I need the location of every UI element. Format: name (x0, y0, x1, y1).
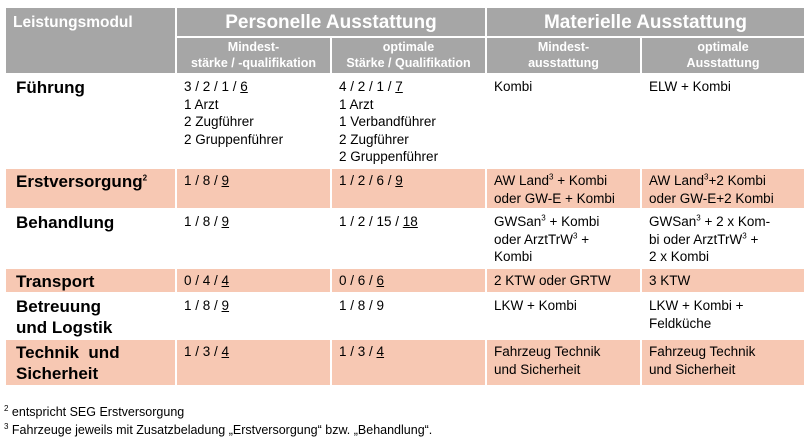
table-row: Transport 0 / 4 / 4 0 / 6 / 6 2 KTW oder… (4, 267, 807, 294)
cell-opt-personnel: 1 / 2 / 6 / 9 (329, 167, 488, 210)
cell-min-personnel: 0 / 4 / 4 (175, 267, 332, 294)
cell-opt-personnel: 1 / 3 / 4 (329, 338, 488, 387)
cell-min-personnel: 1 / 8 / 9 (175, 292, 332, 340)
cell-opt-personnel: 1 / 8 / 9 (329, 292, 488, 340)
cell-opt-material: GWSan3 + 2 x Kom- bi oder ArztTrW3 + 2 x… (640, 208, 807, 269)
cell-opt-material: Fahrzeug Technik und Sicherheit (640, 338, 807, 387)
equipment-table: Leistungsmodul Personelle Ausstattung Ma… (4, 6, 807, 387)
table-row: Betreuung und Logstik 1 / 8 / 9 1 / 8 / 9… (4, 292, 807, 340)
table-row: Technik und Sicherheit 1 / 3 / 4 1 / 3 / … (4, 338, 807, 387)
cell-opt-material: ELW + Kombi (640, 73, 807, 169)
row-label: Führung (4, 73, 177, 169)
footnote-2: 2 entspricht SEG Erstversorgung (4, 403, 185, 419)
cell-min-personnel: 1 / 8 / 9 (175, 167, 332, 210)
table-row: Erstversorgung2 1 / 8 / 9 1 / 2 / 6 / 9 … (4, 167, 807, 210)
cell-min-personnel: 1 / 8 / 9 (175, 208, 332, 269)
subheader-min-personnel: Mindest-stärke / -qualifikation (175, 36, 332, 75)
header-personnel: Personelle Ausstattung (174, 6, 488, 38)
subheader-opt-material: optimale Ausstattung (640, 36, 807, 75)
cell-opt-material: LKW + Kombi + Feldküche (640, 292, 807, 340)
subheader-min-material: Mindest-ausstattung (485, 36, 643, 75)
row-label: Betreuung und Logstik (4, 292, 177, 340)
table-row: Führung 3 / 2 / 1 / 6 1 Arzt 2 Zugführer… (4, 73, 807, 169)
cell-opt-material: AW Land3+2 Kombi oder GW-E+2 Kombi (640, 167, 807, 210)
row-label: Transport (4, 267, 177, 294)
row-label: Technik und Sicherheit (4, 338, 177, 387)
subheader-row: Mindest-stärke / -qualifikation optimale… (5, 36, 807, 75)
cell-min-material: Fahrzeug Technik und Sicherheit (485, 338, 643, 387)
row-label: Erstversorgung2 (4, 167, 177, 210)
subheader-opt-personnel: optimale Stärke / Qualifikation (329, 36, 488, 75)
cell-min-personnel: 3 / 2 / 1 / 6 1 Arzt 2 Zugführer 2 Grupp… (175, 73, 332, 169)
cell-min-material: LKW + Kombi (485, 292, 643, 340)
footnote-3: 3 Fahrzeuge jeweils mit Zusatzbeladung „… (4, 421, 433, 437)
cell-min-material: 2 KTW oder GRTW (485, 267, 643, 294)
cell-min-material: Kombi (485, 73, 643, 169)
cell-opt-personnel: 4 / 2 / 1 / 7 1 Arzt 1 Verbandführer 2 Z… (329, 73, 488, 169)
header-module: Leistungsmodul (4, 6, 177, 75)
header-row: Leistungsmodul Personelle Ausstattung Ma… (4, 6, 807, 75)
cell-min-material: GWSan3 + Kombi oder ArztTrW3 + Kombi (485, 208, 643, 269)
cell-min-personnel: 1 / 3 / 4 (175, 338, 332, 387)
cell-opt-personnel: 0 / 6 / 6 (329, 267, 488, 294)
header-material: Materielle Ausstattung (485, 6, 807, 38)
cell-opt-personnel: 1 / 2 / 15 / 18 (329, 208, 488, 269)
cell-min-material: AW Land3 + Kombi oder GW-E + Kombi (485, 167, 643, 210)
table-row: Behandlung 1 / 8 / 9 1 / 2 / 15 / 18 GWS… (4, 208, 807, 269)
cell-opt-material: 3 KTW (640, 267, 807, 294)
row-label: Behandlung (4, 208, 177, 269)
